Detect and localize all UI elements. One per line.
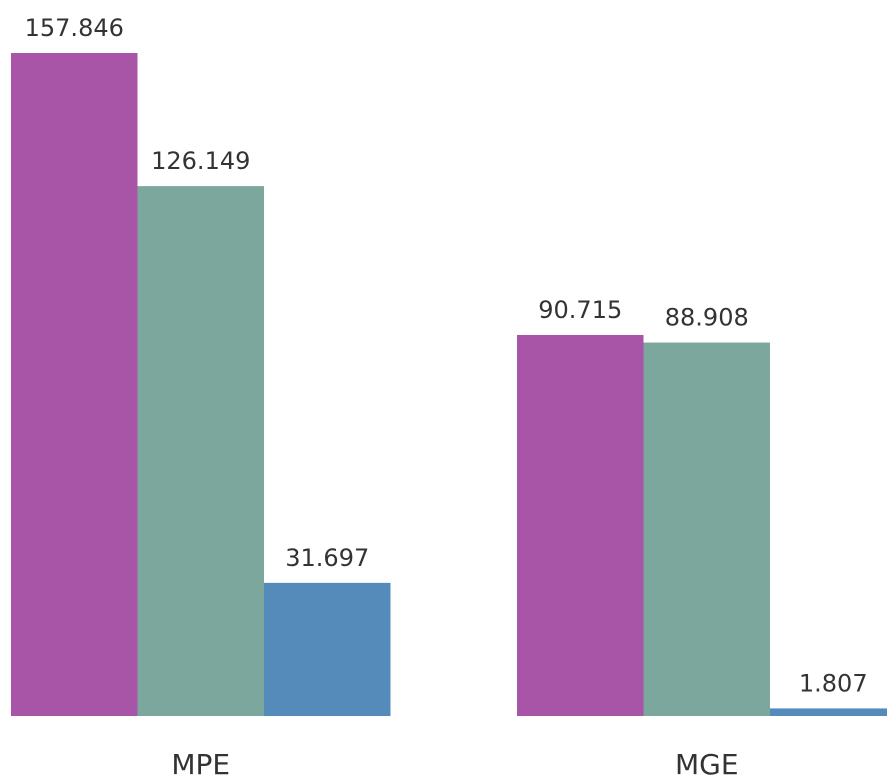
value-label-mpe-series-1: 157.846 [25, 14, 124, 42]
bar-mpe-series-1 [11, 53, 138, 716]
bar-mge-series-2 [643, 342, 770, 716]
value-label-mge-series-1: 90.715 [538, 296, 622, 324]
bar-mpe-series-3 [264, 582, 391, 716]
value-label-mge-series-3: 1.807 [799, 669, 868, 697]
category-label-mge: MGE [675, 748, 739, 776]
value-label-mpe-series-3: 31.697 [285, 544, 369, 572]
category-label-mpe: MPE [171, 748, 230, 776]
bar-mpe-series-2 [137, 186, 264, 717]
bar-mge-series-3 [770, 708, 887, 716]
value-label-mge-series-2: 88.908 [665, 304, 749, 332]
value-label-mpe-series-2: 126.149 [151, 147, 250, 175]
bar-mge-series-1 [517, 334, 644, 716]
